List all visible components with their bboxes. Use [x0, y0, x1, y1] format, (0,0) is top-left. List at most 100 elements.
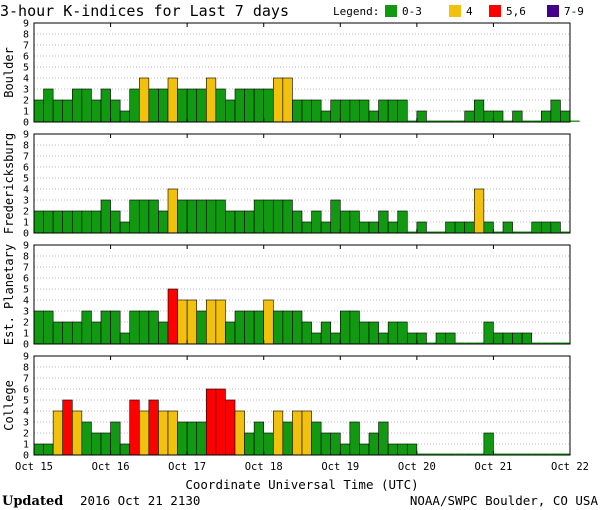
bar — [138, 310, 150, 345]
bar — [483, 110, 494, 123]
bar — [81, 310, 92, 345]
y-tick-label: 5 — [23, 396, 29, 407]
legend-swatch — [489, 5, 501, 17]
bar — [215, 199, 226, 234]
bar — [359, 443, 370, 456]
y-tick-label: 7 — [23, 374, 29, 385]
bar — [81, 210, 92, 234]
bar — [148, 399, 159, 456]
bar — [282, 310, 293, 345]
bar — [397, 99, 408, 123]
bar — [263, 432, 274, 456]
bar — [339, 443, 351, 456]
bar — [100, 432, 111, 456]
y-tick-label: 6 — [23, 52, 29, 63]
legend-swatch — [449, 5, 461, 17]
bar — [215, 388, 226, 456]
y-tick-label: 4 — [23, 74, 29, 85]
bar — [339, 310, 351, 345]
x-tick-label: Oct 19 — [321, 461, 359, 473]
bar — [349, 99, 360, 123]
bar — [234, 88, 245, 123]
y-tick-label: 9 — [23, 241, 29, 252]
bar — [464, 110, 475, 123]
bar — [301, 99, 312, 123]
bar — [196, 310, 207, 345]
bar — [225, 99, 236, 123]
bar — [483, 321, 494, 345]
legend-entry: 5,6 — [506, 5, 526, 18]
bar — [473, 188, 485, 234]
bar — [483, 221, 494, 234]
bar — [100, 88, 111, 123]
bar — [167, 410, 178, 456]
bar — [129, 310, 140, 345]
bar — [292, 99, 303, 123]
bar — [359, 321, 370, 345]
bar — [167, 77, 178, 123]
bar — [91, 99, 102, 123]
bar — [301, 410, 312, 456]
bar — [33, 310, 44, 345]
bar — [186, 299, 198, 345]
y-tick-label: 6 — [23, 163, 29, 174]
bar — [196, 199, 207, 234]
bar — [311, 421, 322, 456]
bar — [225, 321, 236, 345]
bar — [177, 88, 188, 123]
bar — [234, 310, 245, 345]
bar — [43, 210, 54, 234]
bar — [406, 332, 418, 345]
bar — [52, 410, 64, 456]
bar — [138, 410, 150, 456]
x-tick-label: Oct 21 — [474, 461, 512, 473]
bar — [378, 99, 389, 123]
y-tick-label: 8 — [23, 141, 29, 152]
bar — [100, 199, 111, 234]
y-tick-label: 2 — [23, 96, 29, 107]
bar — [521, 332, 533, 345]
bar — [205, 77, 217, 123]
bar — [339, 99, 351, 123]
bar — [301, 321, 312, 345]
y-tick-label: 5 — [23, 285, 29, 296]
y-tick-label: 9 — [23, 130, 29, 141]
y-tick-label: 8 — [23, 252, 29, 263]
bar — [330, 332, 341, 345]
bar — [244, 210, 255, 234]
bar — [560, 110, 571, 123]
bar — [272, 410, 284, 456]
bar — [406, 443, 418, 456]
bar — [129, 88, 140, 123]
bar — [225, 210, 236, 234]
bar — [62, 99, 73, 123]
x-tick-label: Oct 16 — [92, 461, 130, 473]
bar — [550, 99, 561, 123]
bar — [330, 199, 341, 234]
y-tick-label: 0 — [23, 118, 29, 129]
y-tick-label: 1 — [23, 107, 29, 118]
bar — [225, 399, 236, 456]
legend-entry: 0-3 — [402, 5, 422, 18]
bar — [62, 210, 73, 234]
legend: Legend: 0-3 4 5,6 7-9 — [333, 5, 584, 18]
y-tick-label: 0 — [23, 451, 29, 462]
bar — [512, 110, 523, 123]
bar — [282, 421, 293, 456]
x-axis: Oct 15 Oct 16 Oct 17 Oct 18 Oct 19 Oct 20 Oct … — [15, 461, 589, 473]
bar — [272, 199, 284, 234]
bar — [129, 399, 140, 456]
x-tick-label: Oct 17 — [168, 461, 206, 473]
bar — [33, 443, 44, 456]
bar — [263, 299, 274, 345]
bar — [368, 321, 379, 345]
bar — [292, 310, 303, 345]
bar — [186, 421, 198, 456]
bar — [43, 310, 54, 345]
bar — [205, 299, 217, 345]
y-tick-label: 7 — [23, 41, 29, 52]
bar — [71, 210, 83, 234]
panel-label: Est. Planetary — [2, 244, 16, 345]
